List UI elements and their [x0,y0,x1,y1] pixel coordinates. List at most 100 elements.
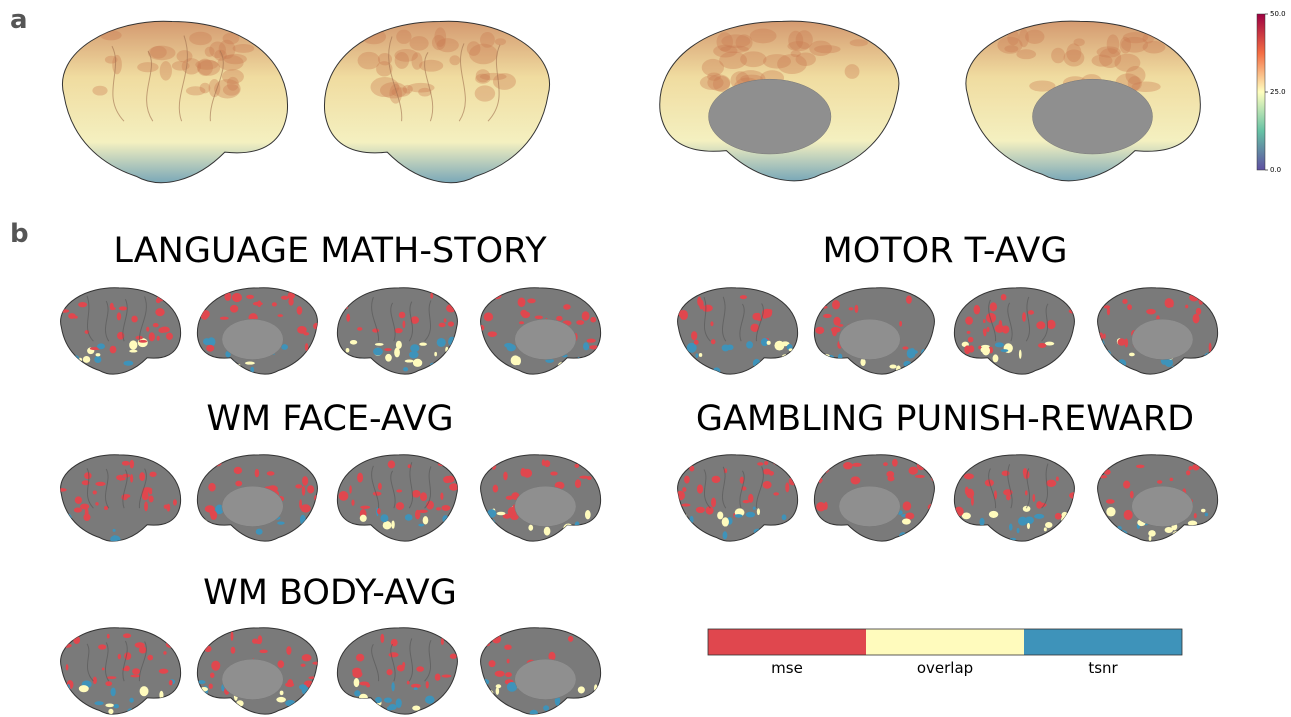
activation-blob [110,687,116,697]
activation-blob [717,511,724,520]
activation-blob [722,531,728,540]
activation-blob [503,471,508,481]
sulcus [123,299,127,341]
sulcus [1026,468,1029,508]
activation-blob [1027,310,1035,315]
heat-blob [1025,29,1045,44]
activation-blob [593,353,598,363]
activation-blob [967,336,974,343]
activation-blob [213,525,222,531]
activation-blob [1105,499,1115,504]
activation-blob [577,702,582,711]
activation-blob [388,652,399,658]
activation-blob [832,525,843,531]
activation-blob [68,313,76,319]
sulcus [459,43,465,121]
activation-blob [1200,508,1206,513]
activation-blob [905,512,915,520]
colorbar-tick-label: 0.0 [1270,166,1281,174]
activation-blob [898,532,908,542]
activation-blob [412,705,421,711]
brain-overlay [338,460,458,542]
activation-blob [1177,364,1184,368]
activation-blob [78,685,89,693]
activation-blob [358,693,368,702]
activation-blob [157,291,165,302]
activation-blob [836,364,843,370]
heat-blob [1142,40,1166,54]
activation-blob [403,367,409,372]
activation-blob [484,641,491,647]
activation-blob [677,294,685,304]
activation-blob [230,646,236,654]
activation-blob [831,326,838,337]
heat-blob [735,34,753,51]
activation-blob [383,697,392,703]
activation-blob [408,351,419,359]
activation-blob [132,668,141,675]
heat-blob [112,54,122,75]
activation-blob [1192,531,1196,538]
activation-blob [993,490,997,500]
sulcus [87,644,93,681]
sulcus [488,45,500,121]
brain [478,628,600,717]
colorbar-tick-label: 50.0 [1270,10,1286,18]
heat-blob [407,82,435,93]
brain-overlay [955,294,1075,375]
sulcus [722,467,725,508]
legend-frame [707,628,1183,656]
activation-blob [702,308,711,312]
activation-blob [992,354,999,363]
brain [966,21,1200,181]
heat-blob [171,61,190,71]
heat-blob [376,61,393,77]
activation-blob [686,342,697,353]
activation-blob [312,661,318,665]
activation-blob [1024,490,1028,496]
activation-blob [721,344,730,352]
activation-blob [416,666,425,672]
sulcus [756,466,763,508]
activation-blob [860,358,866,366]
activation-blob [74,496,83,504]
activation-blob [129,340,138,350]
map-title: LANGUAGE MATH-STORY [113,231,547,271]
activation-blob [97,343,105,350]
brain [337,455,458,543]
activation-blob [386,706,393,711]
activation-blob [847,532,853,538]
activation-blob [689,465,695,472]
activation-blob [122,494,131,498]
activation-blob [688,536,692,540]
heat-blob [721,34,751,49]
activation-blob [1022,312,1027,322]
activation-blob [217,359,223,368]
activation-blob [228,367,236,375]
activation-blob [517,297,526,308]
activation-blob [529,709,538,715]
heat-blob [712,75,731,92]
brain [676,455,798,541]
activation-blob [1192,464,1200,471]
heat-blob [716,32,733,52]
sulcus [1042,464,1048,509]
brain-surface [678,455,798,541]
activation-blob [742,499,750,504]
activation-blob [711,475,721,484]
activation-blob [1136,464,1145,469]
activation-blob [235,368,239,375]
heat-blob [159,61,172,81]
activation-blob [1101,340,1105,349]
heat-blob [699,75,724,90]
activation-blob [417,509,428,513]
brain [337,628,459,716]
activation-blob [816,501,826,512]
activation-blob [80,503,90,510]
heat-blob [195,59,219,70]
activation-blob [144,368,155,373]
activation-blob [1038,343,1047,348]
heat-blob [740,51,767,68]
activation-blob [128,371,137,375]
activation-blob [848,307,854,311]
